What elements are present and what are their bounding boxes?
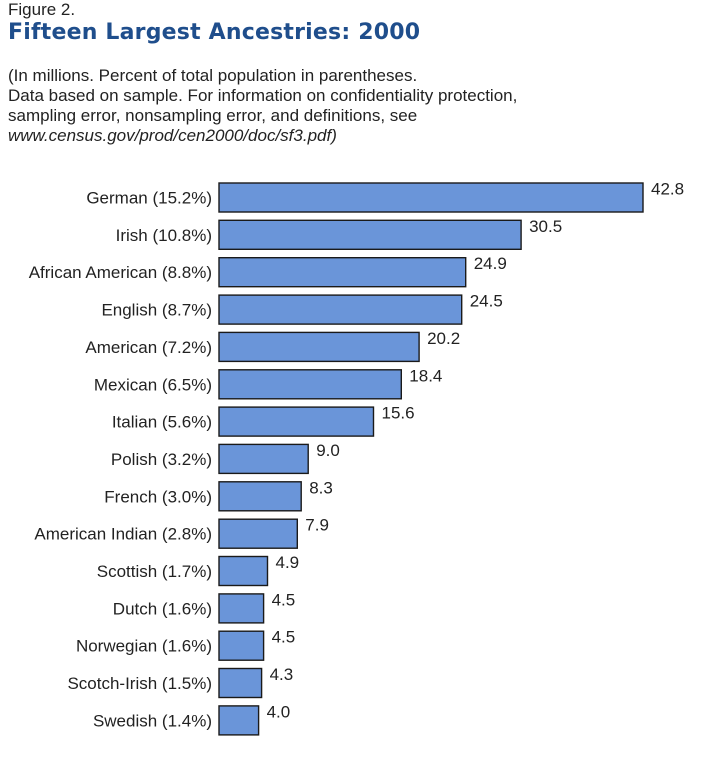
category-label-english: English (8.7%) [101, 301, 212, 320]
category-label-american: American (7.2%) [85, 338, 212, 357]
bar-irish [218, 219, 522, 251]
note-line-4: www.census.gov/prod/cen2000/doc/sf3.pdf) [8, 126, 337, 145]
category-label-dutch: Dutch (1.6%) [113, 599, 212, 618]
bar-swedish [218, 705, 260, 736]
category-label-mexican: Mexican (6.5%) [94, 375, 212, 394]
bar-scotch-irish [218, 667, 263, 699]
bar-american-indian [218, 518, 299, 549]
value-label-american-indian: 7.9 [305, 516, 329, 535]
category-label-scotch-irish: Scotch-Irish (1.5%) [67, 674, 212, 693]
bar-italian [218, 406, 375, 437]
category-label-german: German (15.2%) [86, 189, 212, 208]
bar-scottish [218, 555, 269, 587]
bar-polish [218, 443, 309, 475]
category-label-african-american: African American (8.8%) [29, 263, 212, 282]
value-label-polish: 9.0 [316, 441, 340, 460]
note-line-3: sampling error, nonsampling error, and d… [8, 106, 418, 125]
value-label-dutch: 4.5 [272, 590, 296, 609]
category-label-norwegian: Norwegian (1.6%) [76, 637, 212, 656]
value-label-scottish: 4.9 [276, 553, 300, 572]
value-label-mexican: 18.4 [409, 366, 442, 385]
category-label-polish: Polish (3.2%) [111, 450, 212, 469]
category-label-scottish: Scottish (1.7%) [97, 562, 212, 581]
category-label-irish: Irish (10.8%) [116, 226, 212, 245]
value-label-african-american: 24.9 [474, 254, 507, 273]
value-label-swedish: 4.0 [267, 702, 291, 721]
figure-label: Figure 2. [8, 0, 76, 19]
value-label-irish: 30.5 [529, 217, 562, 236]
bar-american [218, 331, 420, 363]
bar-french [218, 481, 302, 512]
note-line-1: (In millions. Percent of total populatio… [8, 66, 418, 85]
bar-mexican [218, 369, 403, 400]
value-label-scotch-irish: 4.3 [270, 665, 294, 684]
chart-title: Fifteen Largest Ancestries: 2000 [8, 20, 421, 45]
category-label-french: French (3.0%) [104, 487, 212, 506]
note-line-2: Data based on sample. For information on… [8, 86, 518, 105]
bar-dutch [218, 593, 265, 624]
bar-african-american [218, 257, 467, 288]
bar-german [218, 182, 644, 213]
value-label-italian: 15.6 [382, 404, 415, 423]
chart-note: (In millions. Percent of total populatio… [8, 66, 708, 146]
category-label-swedish: Swedish (1.4%) [93, 711, 212, 730]
bar-norwegian [218, 630, 265, 661]
bars-group [218, 182, 644, 736]
bar-english [218, 294, 463, 325]
value-label-norwegian: 4.5 [272, 628, 296, 647]
category-label-italian: Italian (5.6%) [112, 413, 212, 432]
value-label-american: 20.2 [427, 329, 460, 348]
value-label-german: 42.8 [651, 180, 684, 199]
value-label-english: 24.5 [470, 292, 503, 311]
value-label-french: 8.3 [309, 478, 333, 497]
category-label-american-indian: American Indian (2.8%) [34, 525, 212, 544]
value-labels-group: 42.8 30.5 24.9 24.5 20.2 18.4 15.6 9.0 8.3 7.9 4.9… [267, 180, 684, 722]
category-labels-group: German (15.2%) Irish (10.8%) African Ameri… [29, 189, 212, 731]
